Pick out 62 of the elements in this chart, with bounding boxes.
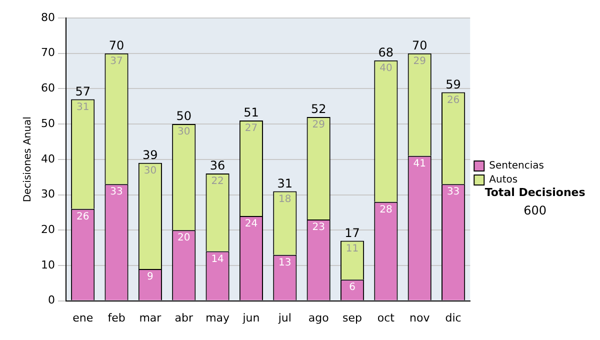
legend-label: Sentencias [489,160,544,172]
total-label: 36 [210,158,226,173]
x-tick-label: may [206,311,230,324]
legend-label: Autos [489,174,518,186]
data-label: 41 [413,158,426,170]
data-label: 13 [278,257,292,268]
data-label: 33 [446,186,460,198]
data-label: 26 [76,211,90,222]
data-label: 30 [144,166,157,177]
data-label: 33 [110,186,123,198]
total-label: 59 [446,77,461,92]
total-label: 70 [412,38,428,52]
x-tick-label: jul [277,311,292,324]
y-tick-label: 80 [40,10,55,24]
data-label: 18 [278,194,292,205]
x-tick-label: oct [377,311,396,324]
total-label: 68 [378,46,394,60]
total-label: 17 [344,226,360,240]
x-tick-label: nov [410,311,430,324]
data-label: 20 [178,232,190,244]
x-tick-label: dic [445,311,462,324]
total-label: 39 [142,148,158,162]
total-label: 51 [244,106,259,120]
y-axis-title: Decisiones Anual [22,116,34,202]
data-label: 26 [446,94,460,106]
x-tick-label: feb [108,311,126,324]
data-label: 28 [380,204,392,216]
data-label: 22 [211,176,224,188]
text: 600 [524,203,547,218]
data-label: 9 [147,272,154,283]
x-tick-label: sep [342,311,362,324]
data-label: 29 [312,120,325,131]
y-tick-label: 20 [40,222,55,236]
y-tick-label: 50 [40,116,55,130]
data-label: 6 [349,282,356,294]
data-label: 27 [244,123,258,134]
total-label: 31 [277,176,293,190]
x-tick-label: ago [308,311,330,324]
y-tick-label: 40 [40,152,55,166]
total-label: 50 [176,109,192,124]
y-tick-label: 0 [48,294,55,307]
total-label: 57 [75,84,90,98]
data-label: 14 [211,254,224,265]
y-tick-label: 70 [40,46,55,60]
data-label: 40 [380,63,392,74]
y-tick-label: 10 [40,258,55,272]
y-tick-label: 60 [40,82,55,95]
data-label: 24 [244,218,258,230]
x-tick-label: jun [242,311,260,324]
data-label: 23 [312,222,325,234]
text: Total Decisiones [484,186,586,200]
x-tick-label: abr [174,311,194,324]
data-label: 37 [110,56,123,67]
total-label: 70 [108,38,124,52]
total-label: 52 [310,102,326,116]
x-tick-label: mar [139,311,162,324]
y-tick-label: 30 [40,188,55,201]
x-tick-label: ene [72,311,94,324]
data-label: 11 [346,243,359,254]
data-label: 29 [413,56,426,67]
data-label: 31 [76,102,90,113]
data-label: 30 [178,126,190,138]
